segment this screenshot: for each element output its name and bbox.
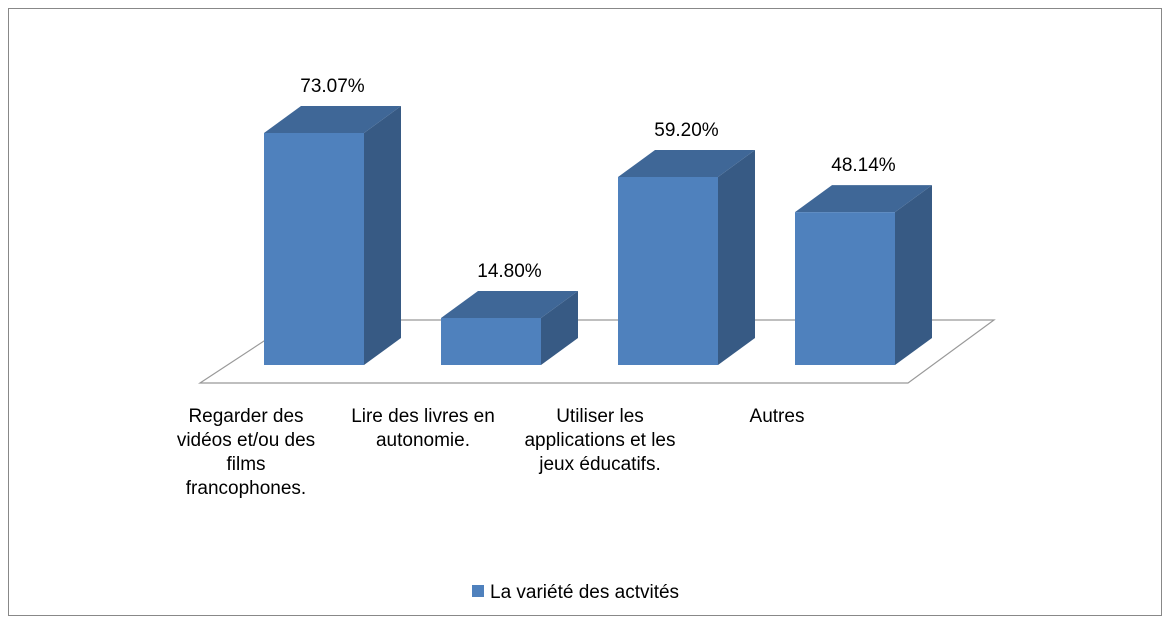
bar-front [264,133,364,365]
bar-side [895,185,932,365]
x-tick-label: Utiliser les applications et les jeux éd… [524,406,676,475]
bar-front [441,318,541,365]
bar-front [618,177,718,365]
x-tick-label: Autres [749,406,805,427]
data-label: 59.20% [654,120,719,141]
bar-side [718,150,755,365]
bar-top [441,291,578,319]
data-label: 14.80% [477,261,542,282]
bar-top [795,185,932,213]
bar [441,291,578,365]
data-label: 73.07% [300,76,365,97]
bar-top [264,106,401,134]
bar-top [618,150,755,178]
x-tick-label: Regarder des vidéos et/ou des films fran… [176,406,316,499]
bar [795,185,932,365]
chart-frame [8,8,1162,616]
legend-label: La variété des actvités [490,582,679,603]
x-tick-label: Lire des livres en autonomie. [351,406,495,451]
bar-side [364,106,401,365]
bar-front [795,212,895,365]
legend-swatch [472,585,484,597]
data-label: 48.14% [831,155,896,176]
bar [264,106,401,365]
bar [618,150,755,365]
bar-side [541,291,578,365]
